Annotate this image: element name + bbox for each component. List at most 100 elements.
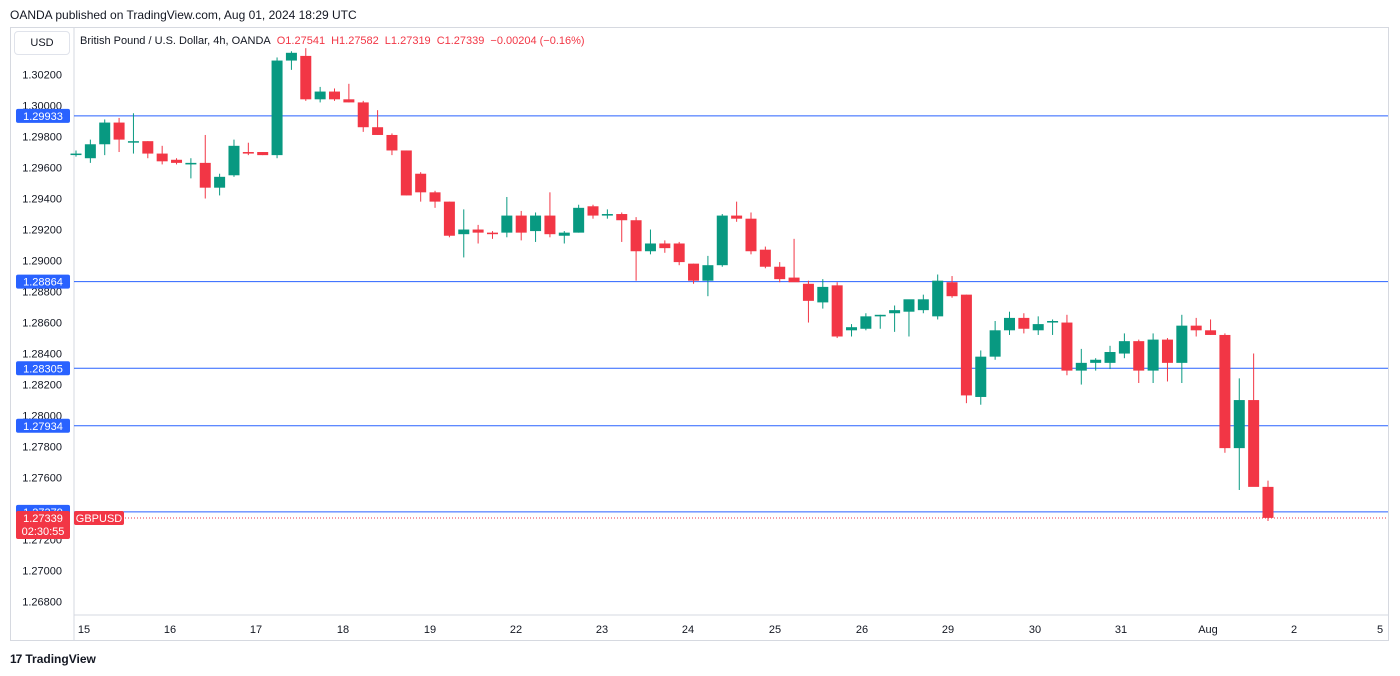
- candle-up: [1147, 339, 1159, 371]
- candle-down: [400, 150, 412, 196]
- candle-down: [1061, 322, 1073, 371]
- candle-up: [1176, 325, 1188, 363]
- candle-up: [601, 214, 613, 216]
- y-tick-label: 1.29400: [22, 194, 62, 206]
- published-header: OANDA published on TradingView.com, Aug …: [10, 8, 357, 22]
- candle-down: [386, 134, 398, 151]
- candle-up: [70, 153, 82, 156]
- candle-up: [1090, 359, 1102, 363]
- candle-up: [558, 232, 570, 236]
- y-tick-label: 1.28600: [22, 318, 62, 330]
- candle-up: [1075, 362, 1087, 371]
- x-tick-label: 2: [1291, 624, 1297, 636]
- level-label-box: [16, 361, 70, 376]
- symbol-legend: British Pound / U.S. Dollar, 4h, OANDA O1…: [80, 35, 591, 47]
- level-label-box: [16, 274, 70, 289]
- candle-down: [1248, 400, 1260, 487]
- candle-down: [1161, 339, 1173, 363]
- candle-up: [932, 280, 944, 317]
- tradingview-footer[interactable]: 17 TradingView: [10, 652, 96, 666]
- candle-up: [975, 356, 987, 397]
- candle-down: [443, 201, 455, 236]
- candle-down: [1190, 325, 1202, 331]
- candle-down: [802, 283, 814, 301]
- candle-up: [271, 60, 283, 156]
- candle-up: [214, 176, 226, 188]
- candle-up: [903, 299, 915, 312]
- y-tick-label: 1.29000: [22, 256, 62, 268]
- level-label: 1.27934: [23, 421, 63, 433]
- last-price-box: [16, 511, 70, 540]
- candle-down: [472, 229, 484, 233]
- candle-down: [544, 215, 556, 235]
- legend-open: O1.27541: [276, 35, 326, 47]
- footer-brand: TradingView: [25, 652, 96, 666]
- candle-down: [515, 215, 527, 233]
- legend-change: −0.00204 (−0.16%): [490, 35, 585, 47]
- candle-down: [673, 243, 685, 263]
- candle-down: [372, 127, 384, 135]
- candle-down: [156, 153, 168, 162]
- candle-up: [702, 265, 714, 281]
- level-label-box: [16, 108, 70, 123]
- candle-up: [1118, 341, 1130, 354]
- currency-button[interactable]: USD: [14, 31, 70, 55]
- candle-up: [501, 215, 513, 233]
- candle-up: [989, 330, 1001, 357]
- y-tick-label: 1.29600: [22, 163, 62, 175]
- candle-up: [1047, 321, 1059, 323]
- candle-up: [1003, 317, 1015, 331]
- x-tick-label: 23: [596, 624, 608, 636]
- candle-down: [199, 162, 211, 188]
- candle-down: [745, 218, 757, 252]
- candle-down: [616, 214, 628, 221]
- x-tick-label: 19: [424, 624, 436, 636]
- candle-down: [630, 220, 642, 252]
- candle-down: [1205, 330, 1217, 335]
- candle-down: [486, 232, 498, 235]
- y-tick-label: 1.27600: [22, 473, 62, 485]
- x-tick-label: 30: [1029, 624, 1041, 636]
- candle-down: [357, 102, 369, 128]
- candle-up: [644, 243, 656, 252]
- y-tick-label: 1.29800: [22, 132, 62, 144]
- candle-down: [343, 99, 355, 103]
- candle-up: [1233, 400, 1245, 449]
- candle-up: [314, 91, 326, 100]
- candle-up: [1032, 324, 1044, 331]
- candle-up: [185, 162, 197, 165]
- candle-down: [1018, 317, 1030, 329]
- y-tick-label: 1.28200: [22, 380, 62, 392]
- candle-up: [889, 310, 901, 314]
- candle-down: [946, 282, 958, 297]
- candle-down: [1133, 341, 1145, 371]
- x-tick-label: 16: [164, 624, 176, 636]
- candle-down: [731, 215, 743, 219]
- candle-up: [846, 327, 858, 331]
- candle-down: [415, 173, 427, 193]
- candle-down: [113, 122, 125, 140]
- y-tick-label: 1.30200: [22, 70, 62, 82]
- y-tick-label: 1.26800: [22, 597, 62, 609]
- candle-up: [84, 144, 96, 159]
- x-tick-label: 5: [1377, 624, 1383, 636]
- x-tick-label: 25: [769, 624, 781, 636]
- x-tick-label: 29: [942, 624, 954, 636]
- y-tick-label: 1.28400: [22, 349, 62, 361]
- y-tick-label: 1.27800: [22, 442, 62, 454]
- y-tick-label: 1.28800: [22, 287, 62, 299]
- candle-down: [171, 159, 183, 163]
- candle-up: [716, 215, 728, 266]
- candle-up: [917, 299, 929, 311]
- last-price-label: 1.27339: [23, 513, 63, 525]
- candle-down: [329, 91, 341, 100]
- x-tick-label: 31: [1115, 624, 1127, 636]
- candle-down: [1262, 486, 1274, 518]
- x-tick-label: 17: [250, 624, 262, 636]
- candle-up: [860, 316, 872, 329]
- candle-up: [127, 141, 139, 143]
- x-tick-label: 18: [337, 624, 349, 636]
- legend-low: L1.27319: [384, 35, 431, 47]
- candle-up: [874, 314, 886, 317]
